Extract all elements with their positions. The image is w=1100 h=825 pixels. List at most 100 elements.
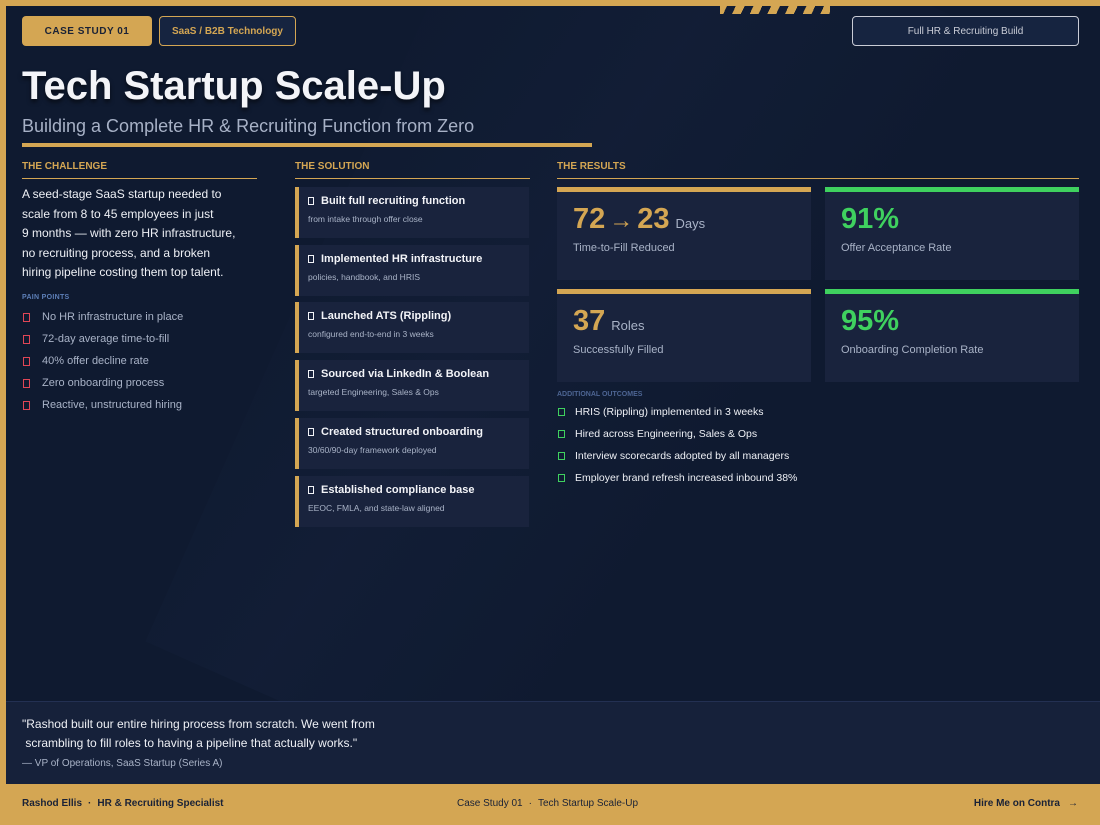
solution-heading: THE SOLUTION: [295, 161, 530, 179]
footer-case-title: Tech Startup Scale-Up: [537, 798, 639, 809]
additional-outcomes-list: HRIS (Rippling) implemented in 3 weeks H…: [557, 401, 797, 489]
pain-point-item: Reactive, unstructured hiring: [22, 394, 183, 416]
stat-card-roles-filled: 37 Roles Successfully Filled: [557, 289, 811, 382]
hire-me-link[interactable]: Hire Me on Contra →: [974, 798, 1078, 809]
stat-accent-bar: [825, 289, 1079, 294]
checkbox-icon: [308, 312, 314, 320]
arrow-right-icon: →: [609, 207, 634, 234]
pain-point-label: Zero onboarding process: [42, 377, 165, 389]
warning-box-icon: [23, 334, 30, 344]
challenge-description: A seed-stage SaaS startup needed to scal…: [22, 185, 257, 283]
solution-title: Built full recruiting function: [321, 195, 466, 207]
solution-subtitle: EEOC, FMLA, and state-law aligned: [308, 503, 445, 513]
stat-unit: Roles: [611, 318, 645, 333]
case-study-badge: CASE STUDY 01: [22, 16, 152, 46]
page-title: Tech Startup Scale-Up: [22, 64, 446, 108]
warning-box-icon: [23, 378, 30, 388]
stat-from-value: 72: [573, 203, 606, 235]
pain-points-list: No HR infrastructure in place 72-day ave…: [22, 306, 183, 416]
challenge-line: hiring pipeline costing them top talent.: [22, 265, 224, 279]
solution-card: Implemented HR infrastructure policies, …: [295, 245, 529, 296]
solution-subtitle: targeted Engineering, Sales & Ops: [308, 387, 439, 397]
outcome-label: HRIS (Rippling) implemented in 3 weeks: [575, 406, 764, 418]
case-study-card: CASE STUDY 01 SaaS / B2B Technology Full…: [6, 6, 1100, 784]
stat-label: Offer Acceptance Rate: [841, 242, 952, 254]
author-role: HR & Recruiting Specialist: [97, 798, 224, 809]
stat-accent-bar: [557, 289, 811, 294]
separator-dot: ·: [88, 798, 92, 809]
pain-point-item: 40% offer decline rate: [22, 350, 183, 372]
testimonial-quote: "Rashod built our entire hiring process …: [22, 717, 375, 750]
pain-point-label: Reactive, unstructured hiring: [42, 399, 183, 411]
stat-label: Onboarding Completion Rate: [841, 344, 984, 356]
stat-accent-bar: [825, 187, 1079, 192]
solution-title: Sourced via LinkedIn & Boolean: [321, 368, 490, 380]
industry-tag: SaaS / B2B Technology: [159, 16, 296, 46]
solution-subtitle: from intake through offer close: [308, 214, 423, 224]
challenge-line: A seed-stage SaaS startup needed to: [22, 187, 222, 201]
challenge-line: no recruiting process, and a broken: [22, 245, 211, 260]
title-divider: [22, 143, 592, 147]
stat-value: 95%: [841, 305, 900, 337]
stat-card-onboarding-completion: 95% Onboarding Completion Rate: [825, 289, 1079, 382]
pain-points-heading: PAIN POINTS: [22, 294, 70, 301]
stat-card-time-to-fill: 72 → 23 Days Time-to-Fill Reduced: [557, 187, 811, 280]
pain-point-label: No HR infrastructure in place: [42, 311, 184, 323]
solution-card: Established compliance base EEOC, FMLA, …: [295, 476, 529, 527]
decorative-stripes: [720, 6, 830, 14]
hire-me-label[interactable]: Hire Me on Contra: [973, 798, 1060, 809]
checkbox-icon: [308, 370, 314, 378]
stat-unit: Days: [675, 216, 706, 231]
outcome-item: HRIS (Rippling) implemented in 3 weeks: [557, 401, 797, 423]
solution-title: Launched ATS (Rippling): [321, 310, 452, 322]
stat-value: 23: [637, 203, 670, 235]
pain-point-item: 72-day average time-to-fill: [22, 328, 183, 350]
solution-card: Built full recruiting function from inta…: [295, 187, 529, 238]
stat-card-offer-acceptance: 91% Offer Acceptance Rate: [825, 187, 1079, 280]
testimonial-attribution: — VP of Operations, SaaS Startup (Series…: [22, 758, 223, 769]
solution-card: Launched ATS (Rippling) configured end-t…: [295, 302, 529, 353]
footer-author: Rashod Ellis · HR & Recruiting Specialist: [22, 798, 224, 809]
check-box-icon: [558, 430, 565, 438]
arrow-right-icon: →: [1068, 798, 1078, 809]
pain-point-item: Zero onboarding process: [22, 372, 183, 394]
stat-value: 37: [573, 305, 606, 337]
check-box-icon: [558, 452, 565, 460]
outcome-item: Hired across Engineering, Sales & Ops: [557, 423, 797, 445]
build-type-tag: Full HR & Recruiting Build: [852, 16, 1079, 46]
pain-point-item: No HR infrastructure in place: [22, 306, 183, 328]
solution-title: Implemented HR infrastructure: [321, 253, 483, 265]
footer-case-info: Case Study 01 · Tech Startup Scale-Up: [457, 798, 638, 809]
testimonial: "Rashod built our entire hiring process …: [6, 701, 1100, 784]
solution-subtitle: 30/60/90-day framework deployed: [308, 445, 437, 455]
pain-point-label: 40% offer decline rate: [42, 355, 149, 367]
stat-accent-bar: [557, 187, 811, 192]
results-heading: THE RESULTS: [557, 161, 1079, 179]
outcome-item: Employer brand refresh increased inbound…: [557, 467, 797, 489]
solution-card: Sourced via LinkedIn & Boolean targeted …: [295, 360, 529, 411]
outcome-label: Interview scorecards adopted by all mana…: [575, 450, 790, 462]
author-name: Rashod Ellis: [22, 798, 83, 809]
solution-subtitle: policies, handbook, and HRIS: [308, 272, 420, 282]
solution-card: Created structured onboarding 30/60/90-d…: [295, 418, 529, 469]
solution-title: Created structured onboarding: [321, 426, 483, 438]
separator-dot: ·: [528, 798, 532, 809]
checkbox-icon: [308, 486, 314, 494]
outcome-label: Hired across Engineering, Sales & Ops: [575, 428, 758, 440]
warning-box-icon: [23, 400, 30, 410]
stat-label: Time-to-Fill Reduced: [573, 242, 675, 254]
solution-subtitle: configured end-to-end in 3 weeks: [308, 329, 434, 339]
outcome-label: Employer brand refresh increased inbound…: [575, 472, 798, 484]
challenge-line: 9 months — with zero HR infrastructure,: [22, 226, 236, 240]
challenge-heading: THE CHALLENGE: [22, 161, 257, 179]
pain-point-label: 72-day average time-to-fill: [42, 333, 170, 345]
solution-title: Established compliance base: [321, 484, 475, 496]
stat-label: Successfully Filled: [573, 344, 664, 356]
stat-value: 91%: [841, 203, 900, 235]
footer: Rashod Ellis · HR & Recruiting Specialist …: [0, 784, 1100, 825]
page-subtitle: Building a Complete HR & Recruiting Func…: [22, 116, 475, 136]
check-box-icon: [558, 474, 565, 482]
warning-box-icon: [23, 356, 30, 366]
checkbox-icon: [308, 197, 314, 205]
checkbox-icon: [308, 428, 314, 436]
